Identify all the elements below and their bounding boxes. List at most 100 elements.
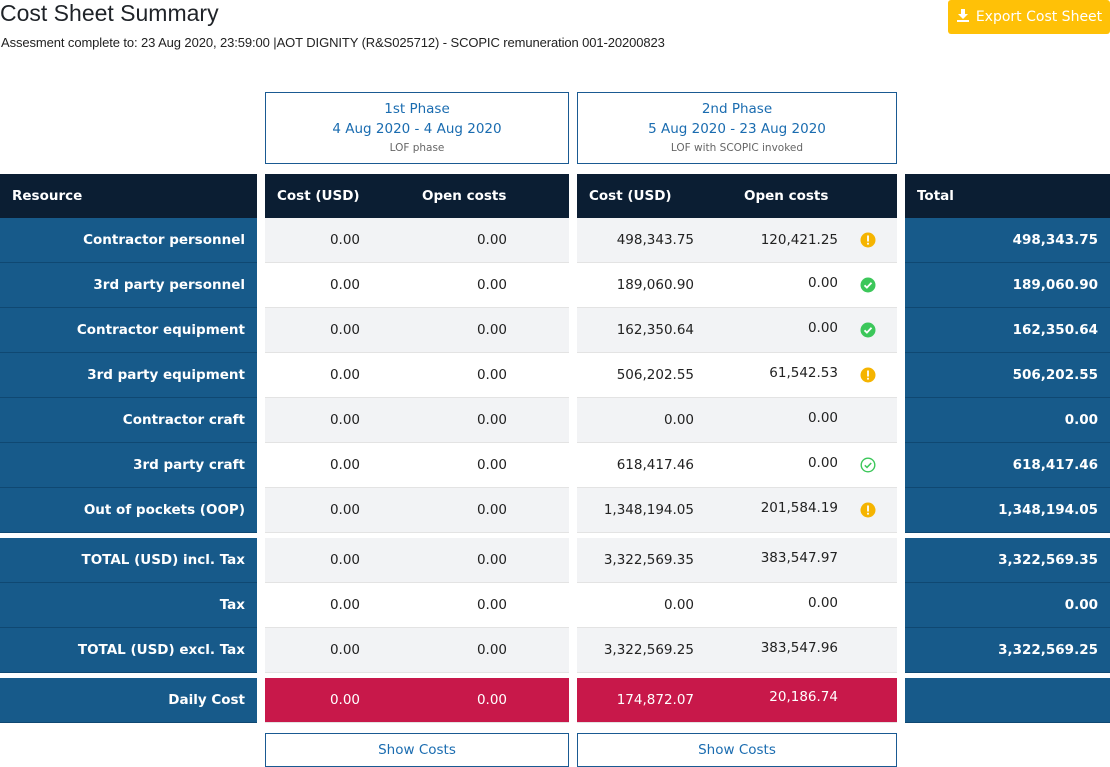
open-value: 383,547.96 xyxy=(760,640,838,656)
cost-value: 0.00 xyxy=(329,692,360,708)
cost-value: 0.00 xyxy=(329,277,360,293)
check-outline-icon xyxy=(859,457,876,473)
table-row: 0.00 0.00 xyxy=(577,398,897,443)
cost-value: 0.00 xyxy=(329,457,360,473)
summary-row: 3,322,569.25 383,547.96 xyxy=(577,628,897,673)
status-cell xyxy=(838,367,897,383)
open-value: 0.00 xyxy=(476,597,507,613)
cost-value: 174,872.07 xyxy=(616,692,694,708)
open-costs-header: Open costs xyxy=(744,188,829,204)
cost-value: 162,350.64 xyxy=(616,322,694,338)
phase-dates: 5 Aug 2020 - 23 Aug 2020 xyxy=(648,121,826,137)
table-row: 189,060.90 0.00 xyxy=(577,263,897,308)
resource-label: Contractor craft xyxy=(0,398,257,443)
cost-value: 0.00 xyxy=(329,552,360,568)
assessment-subtitle: Assesment complete to: 23 Aug 2020, 23:5… xyxy=(1,35,665,50)
open-value: 120,421.25 xyxy=(760,232,838,248)
total-value: 506,202.55 xyxy=(905,353,1110,398)
phase-dates: 4 Aug 2020 - 4 Aug 2020 xyxy=(332,121,502,137)
summary-label: TOTAL (USD) incl. Tax xyxy=(0,538,257,583)
total-value: 3,322,569.35 xyxy=(905,538,1110,583)
table-row: 0.00 0.00 xyxy=(265,308,569,353)
resource-label: Contractor personnel xyxy=(0,218,257,263)
summary-row: 0.00 0.00 xyxy=(577,583,897,628)
cost-value: 0.00 xyxy=(329,412,360,428)
open-value: 20,186.74 xyxy=(769,689,838,705)
warning-icon xyxy=(860,232,876,248)
open-value: 0.00 xyxy=(476,457,507,473)
phase-subtitle: LOF with SCOPIC invoked xyxy=(670,142,804,154)
cost-header: Cost (USD) xyxy=(589,188,672,204)
warning-icon xyxy=(860,502,876,518)
cost-value: 0.00 xyxy=(329,502,360,518)
status-cell xyxy=(838,457,897,473)
open-value: 0.00 xyxy=(476,552,507,568)
phase-title: 2nd Phase xyxy=(701,101,773,117)
open-value: 0.00 xyxy=(807,275,838,291)
check-icon xyxy=(860,277,876,293)
summary-row: 0.00 0.00 xyxy=(265,628,569,673)
show-costs-button-phase-1[interactable]: Show Costs xyxy=(265,733,569,767)
cost-value: 618,417.46 xyxy=(616,457,694,473)
export-cost-sheet-button[interactable]: Export Cost Sheet xyxy=(948,0,1110,34)
total-header: Total xyxy=(905,174,1110,218)
export-label: Export Cost Sheet xyxy=(975,9,1103,25)
open-value: 0.00 xyxy=(476,367,507,383)
phase-1-header: Cost (USD) Open costs xyxy=(265,174,569,218)
open-value: 0.00 xyxy=(476,502,507,518)
warning-icon xyxy=(860,367,876,383)
resource-label: 3rd party equipment xyxy=(0,353,257,398)
daily-cost-row: 174,872.07 20,186.74 xyxy=(577,678,897,723)
table-row: 0.00 0.00 xyxy=(265,218,569,263)
open-value: 0.00 xyxy=(807,320,838,336)
total-value: 189,060.90 xyxy=(905,263,1110,308)
total-value: 498,343.75 xyxy=(905,218,1110,263)
total-value: 162,350.64 xyxy=(905,308,1110,353)
status-cell xyxy=(838,502,897,518)
total-value: 0.00 xyxy=(905,583,1110,628)
cost-value: 3,322,569.25 xyxy=(603,642,694,658)
table-row: 0.00 0.00 xyxy=(265,263,569,308)
show-costs-button-phase-2[interactable]: Show Costs xyxy=(577,733,897,767)
cost-value: 1,348,194.05 xyxy=(603,502,694,518)
status-cell xyxy=(838,277,897,293)
resource-header: Resource xyxy=(0,174,257,218)
summary-row: 0.00 0.00 xyxy=(265,538,569,583)
open-value: 0.00 xyxy=(476,642,507,658)
page-title: Cost Sheet Summary xyxy=(0,0,219,26)
table-row: 0.00 0.00 xyxy=(265,488,569,533)
table-row: 162,350.64 0.00 xyxy=(577,308,897,353)
total-value: 0.00 xyxy=(905,398,1110,443)
open-value: 0.00 xyxy=(476,412,507,428)
cost-value: 0.00 xyxy=(329,367,360,383)
phase-title: 1st Phase xyxy=(384,101,450,117)
resource-column: Resource Contractor personnel 3rd party … xyxy=(0,174,257,723)
cost-value: 498,343.75 xyxy=(616,232,694,248)
table-row: 506,202.55 61,542.53 xyxy=(577,353,897,398)
open-value: 0.00 xyxy=(807,595,838,611)
total-value: 3,322,569.25 xyxy=(905,628,1110,673)
open-costs-header: Open costs xyxy=(422,188,507,204)
phase-subtitle: LOF phase xyxy=(389,142,445,154)
table-row: 498,343.75 120,421.25 xyxy=(577,218,897,263)
open-value: 0.00 xyxy=(476,322,507,338)
open-value: 0.00 xyxy=(807,455,838,471)
phase-card-2: 2nd Phase 5 Aug 2020 - 23 Aug 2020 LOF w… xyxy=(577,92,897,164)
cost-value: 0.00 xyxy=(329,232,360,248)
open-value: 383,547.97 xyxy=(760,550,838,566)
table-row: 0.00 0.00 xyxy=(265,443,569,488)
open-value: 0.00 xyxy=(807,410,838,426)
cost-value: 0.00 xyxy=(329,642,360,658)
cost-value: 0.00 xyxy=(663,597,694,613)
daily-total-value xyxy=(905,678,1110,723)
total-column: Total 498,343.75 189,060.90 162,350.64 5… xyxy=(905,174,1110,723)
resource-label: Contractor equipment xyxy=(0,308,257,353)
download-icon xyxy=(956,8,970,26)
table-row: 0.00 0.00 xyxy=(265,353,569,398)
phase-2-column: Cost (USD) Open costs 498,343.75 120,421.… xyxy=(577,174,897,723)
resource-label: Out of pockets (OOP) xyxy=(0,488,257,533)
status-cell xyxy=(838,322,897,338)
table-row: 0.00 0.00 xyxy=(265,398,569,443)
daily-cost-row: 0.00 0.00 xyxy=(265,678,569,723)
summary-row: 0.00 0.00 xyxy=(265,583,569,628)
